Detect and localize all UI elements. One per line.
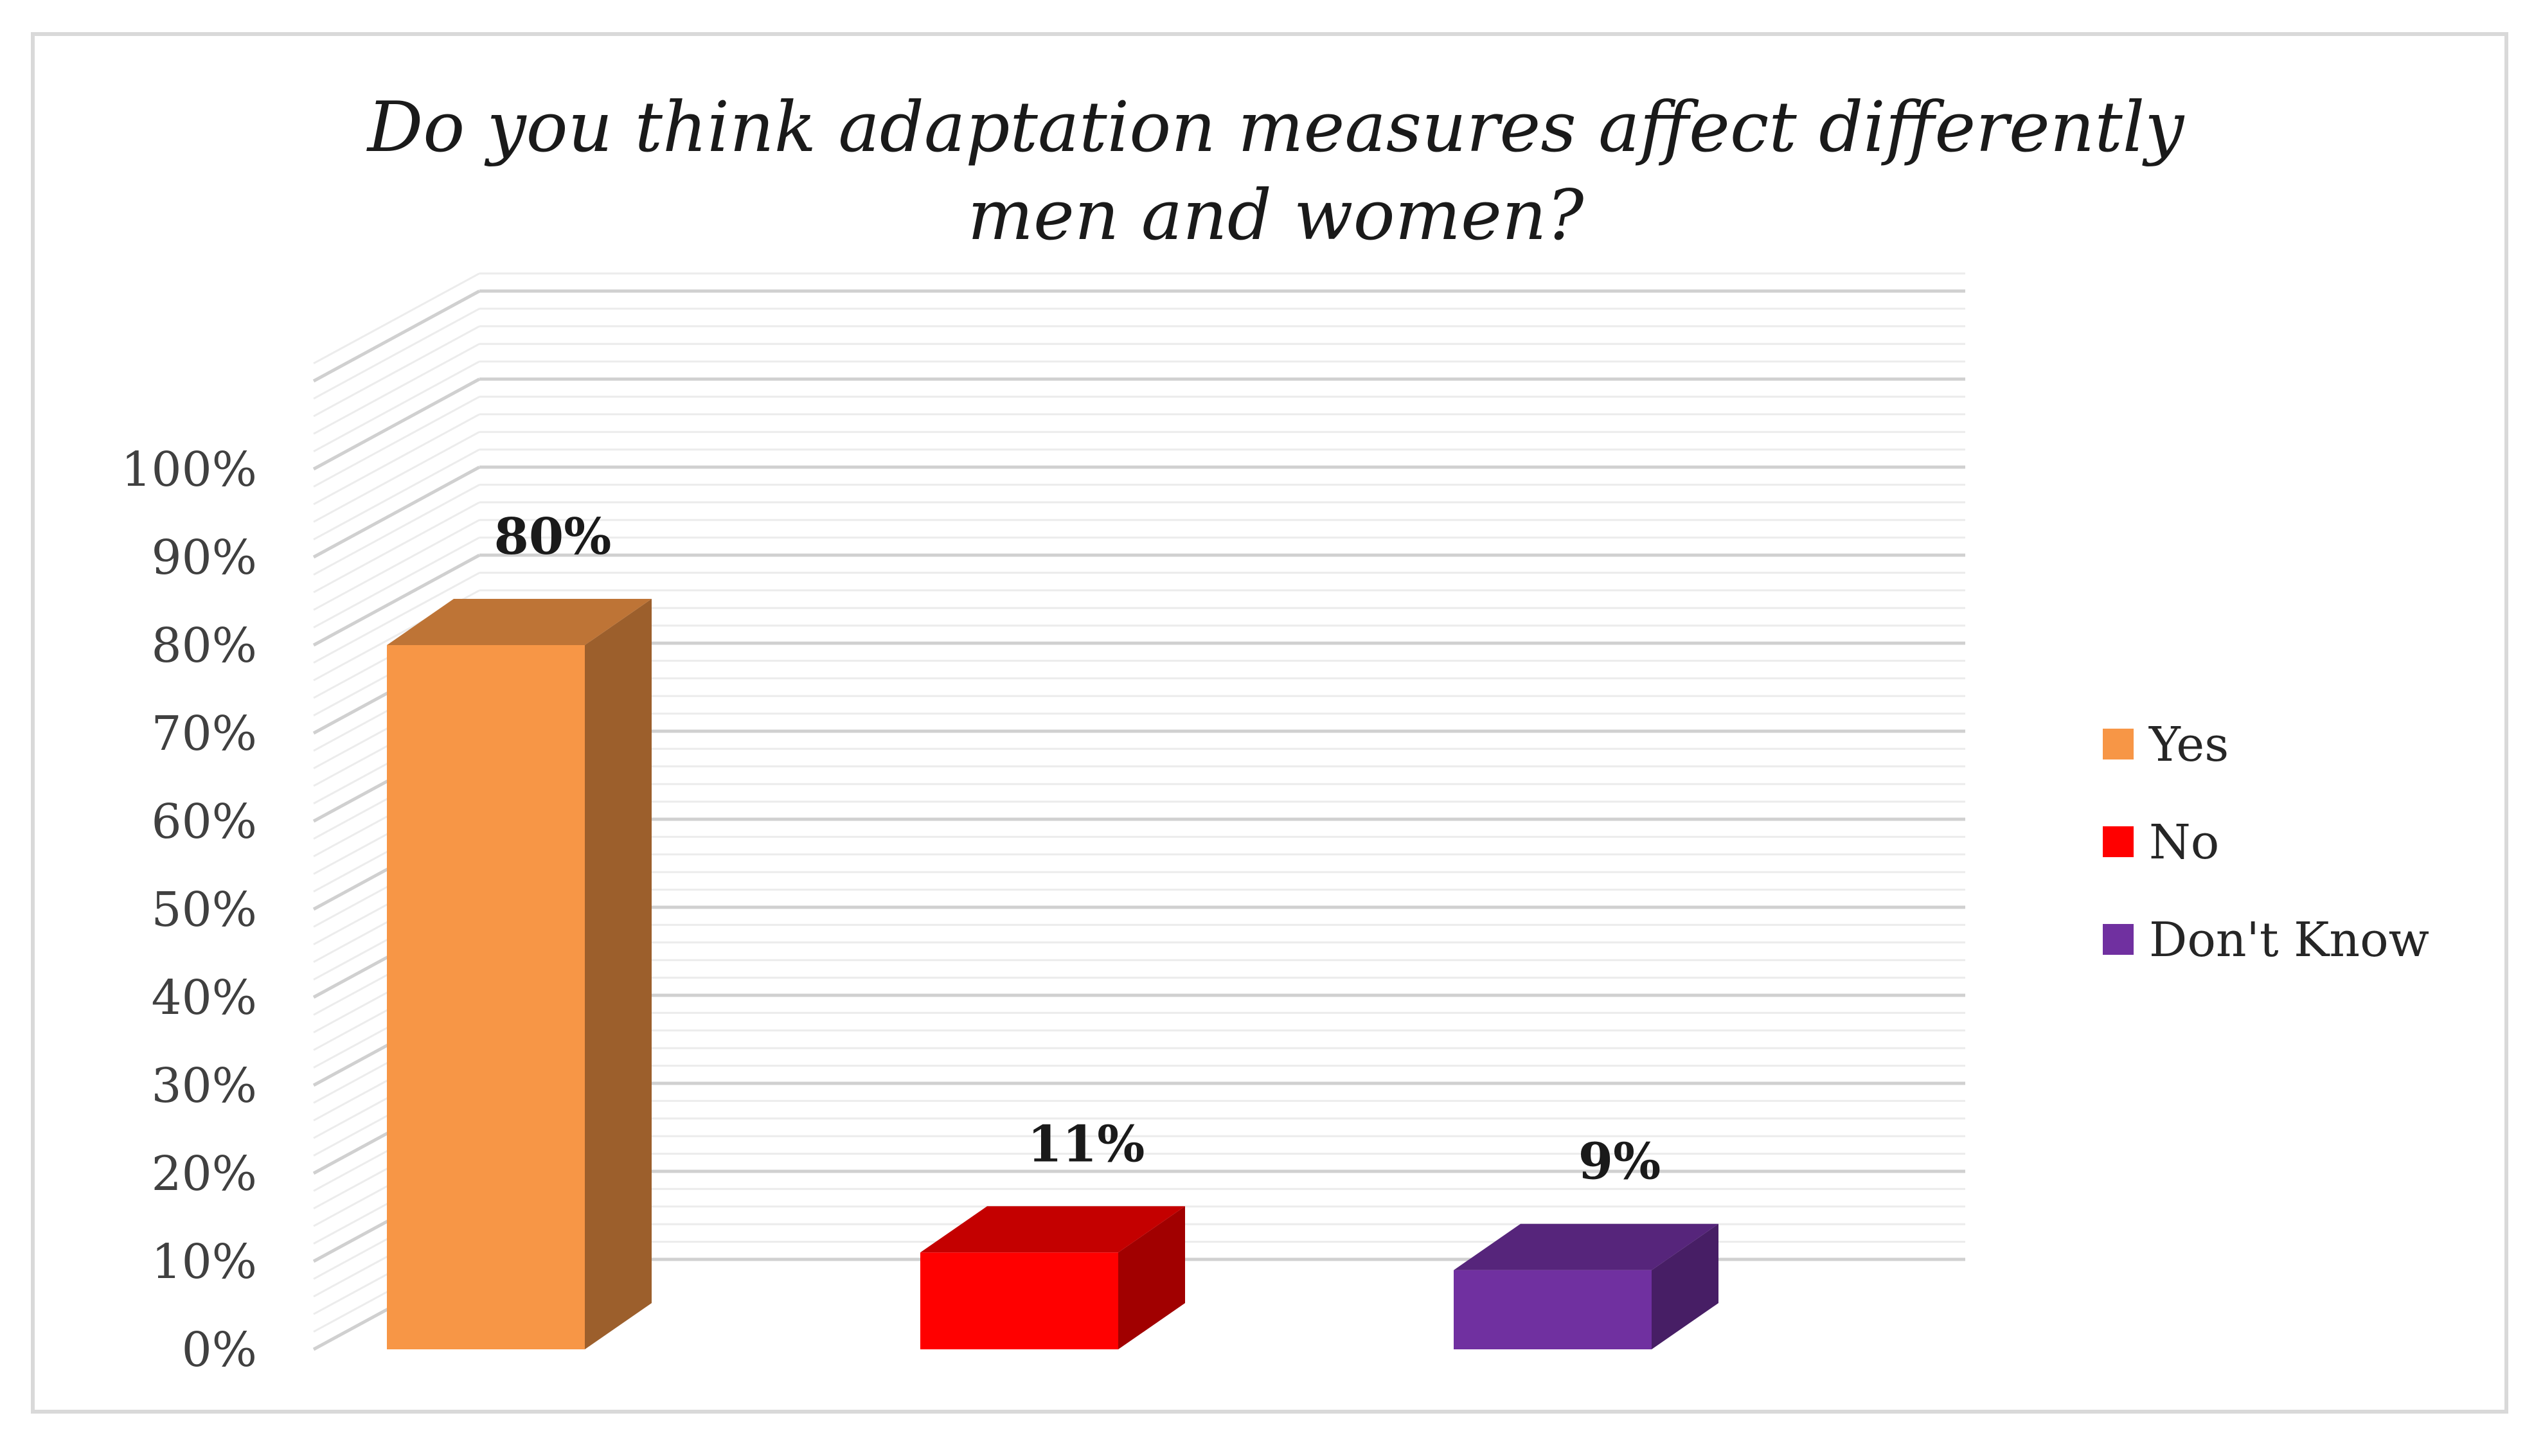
y-tick-label: 80%: [152, 618, 257, 673]
y-tick-label: 100%: [121, 442, 257, 497]
legend-swatch: [2103, 924, 2134, 955]
chart-title-line-2: men and women?: [968, 175, 1585, 256]
y-tick-label: 50%: [152, 882, 257, 937]
data-label: 11%: [1028, 1115, 1145, 1173]
side-gridline-minor: [313, 325, 480, 418]
side-gridline-minor: [313, 484, 480, 576]
bar-yes: [387, 599, 652, 1349]
y-axis: 0% 10% 20% 30% 40% 50% 60% 70% 80% 90% 100%: [121, 442, 257, 1378]
y-tick-label: 10%: [152, 1234, 257, 1290]
side-gridline-minor: [313, 360, 480, 452]
y-tick-label: 0%: [182, 1322, 257, 1378]
data-labels: 80% 11% 9%: [494, 508, 1661, 1191]
side-gridline-minor: [313, 342, 480, 435]
legend-label: No: [2149, 815, 2219, 870]
side-gridline-minor: [313, 272, 480, 364]
side-gridline-major: [312, 465, 481, 559]
y-tick-label: 30%: [152, 1058, 257, 1114]
y-tick-label: 40%: [152, 970, 257, 1025]
side-gridline-major: [312, 553, 481, 647]
side-gridline-minor: [313, 396, 480, 488]
side-gridline-major: [312, 377, 481, 471]
side-gridline-minor: [313, 448, 480, 540]
data-label: 9%: [1578, 1133, 1661, 1191]
side-gridline-major: [312, 289, 481, 383]
bar-front-face: [920, 1252, 1118, 1349]
side-gridline-minor: [313, 572, 480, 664]
y-tick-label: 60%: [152, 794, 257, 849]
side-gridline-minor: [313, 308, 480, 400]
bar-top-face: [387, 599, 652, 645]
bar-don-t-know: [1454, 1223, 1718, 1349]
bar-front-face: [1454, 1270, 1652, 1349]
legend-swatch: [2103, 729, 2134, 759]
bar-top-face: [1454, 1223, 1718, 1270]
chart-bars: [387, 599, 1718, 1349]
chart-title-line-1: Do you think adaptation measures affect …: [366, 87, 2186, 168]
y-tick-label: 20%: [152, 1146, 257, 1202]
bar-side-face: [1118, 1206, 1185, 1349]
side-gridline-minor: [313, 413, 480, 506]
y-tick-label: 90%: [152, 530, 257, 585]
bar-front-face: [387, 645, 585, 1349]
legend-item: Don't Know: [2103, 912, 2429, 968]
legend-item: Yes: [2103, 717, 2229, 772]
bar-side-face: [585, 599, 652, 1349]
side-gridline-minor: [313, 537, 480, 628]
bar-no: [920, 1206, 1185, 1349]
side-gridline-minor: [313, 519, 480, 611]
legend-item: No: [2103, 815, 2219, 870]
y-tick-label: 70%: [152, 706, 257, 761]
side-gridline-minor: [313, 431, 480, 523]
legend-label: Yes: [2148, 717, 2229, 772]
chart-title: Do you think adaptation measures affect …: [366, 87, 2186, 256]
side-gridline-minor: [313, 501, 480, 594]
bar-top-face: [920, 1206, 1185, 1253]
legend-swatch: [2103, 826, 2134, 857]
chart-legend: Yes No Don't Know: [2103, 717, 2429, 968]
legend-label: Don't Know: [2149, 912, 2429, 968]
bar-side-face: [1652, 1223, 1718, 1349]
data-label: 80%: [494, 508, 612, 566]
